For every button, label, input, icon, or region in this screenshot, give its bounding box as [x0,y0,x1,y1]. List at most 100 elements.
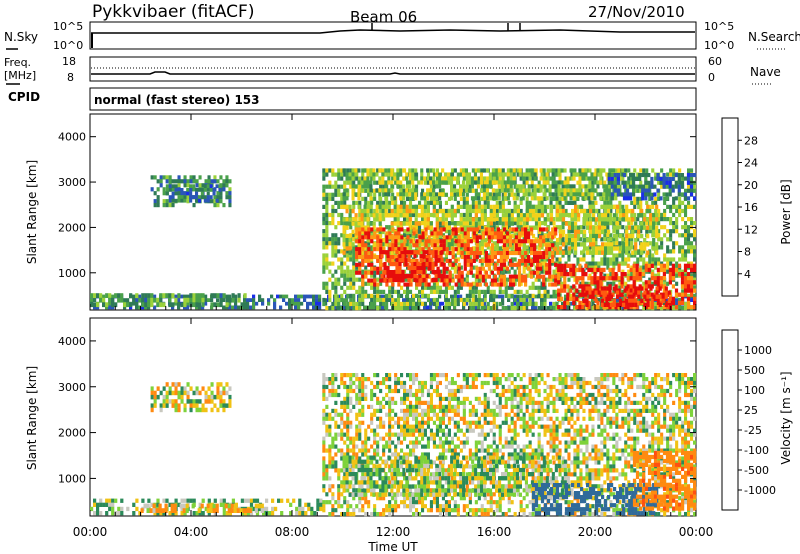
data-cell [678,180,682,185]
data-cell [132,301,136,306]
data-cell [659,267,663,273]
data-cell [543,184,547,189]
data-cell [663,212,667,218]
data-cell [516,225,520,230]
data-cell [367,227,371,232]
data-cell [645,221,649,226]
data-cell [405,213,409,218]
data-cell [385,231,389,236]
data-cell [635,272,639,277]
data-cell [352,249,356,254]
data-cell [406,285,410,290]
data-cell [662,267,666,273]
data-cell [573,200,577,205]
data-cell [453,289,457,294]
data-cell [545,251,549,256]
data-cell [343,253,347,258]
data-cell [642,168,646,173]
data-cell [379,243,383,248]
data-cell [514,262,519,267]
data-cell [675,261,679,266]
data-cell [367,262,371,267]
data-cell [551,274,555,279]
data-cell [471,306,475,311]
data-cell [412,204,416,209]
data-cell [373,180,377,185]
data-cell [408,305,412,310]
data-cell [306,305,310,310]
data-cell [294,294,298,299]
data-cell [693,237,697,242]
data-cell [469,266,473,271]
data-cell [531,213,536,218]
data-cell [438,217,442,222]
data-cell [633,217,637,222]
data-cell [285,301,289,306]
data-cell [407,254,411,259]
data-cell [534,168,538,173]
data-cell [379,208,383,214]
data-cell [549,168,553,173]
data-cell [680,284,685,289]
data-cell [352,301,356,307]
data-cell [631,229,635,235]
data-cell [183,198,187,203]
data-cell [591,257,595,262]
data-cell [328,261,332,266]
data-cell [297,298,301,302]
data-cell [325,233,329,238]
data-cell [358,285,362,290]
data-cell [657,217,661,222]
data-cell [561,204,565,209]
data-cell [418,282,422,287]
data-cell [328,289,332,294]
data-cell [552,301,556,307]
data-cell [462,188,466,193]
data-cell [364,212,368,218]
data-cell [432,301,436,307]
data-cell [370,278,374,283]
data-cell [510,217,514,222]
data-cell [156,297,160,303]
data-cell [444,200,448,205]
data-cell [386,273,390,279]
data-cell [471,265,475,270]
data-cell [573,168,577,173]
data-cell [561,253,565,258]
data-cell [129,302,133,308]
data-cell [141,297,145,303]
data-cell [693,293,697,298]
data-cell [288,301,292,306]
data-cell [671,272,675,277]
data-cell [361,282,365,287]
data-cell [102,297,106,303]
data-cell [454,282,458,287]
data-cell [432,289,436,294]
data-cell [537,289,541,294]
data-cell [462,204,466,209]
data-cell [577,213,581,218]
data-cell [435,176,439,181]
data-cell [201,293,205,298]
data-cell [663,257,667,262]
data-cell [447,229,451,234]
data-cell [586,250,590,255]
data-cell [300,294,304,299]
data-cell [406,217,410,222]
data-cell [655,246,659,251]
data-cell [534,213,539,218]
data-cell [625,229,629,235]
data-cell [525,208,530,214]
data-cell [432,208,436,214]
data-cell [369,204,373,210]
data-cell [406,227,410,232]
data-cell [367,235,371,240]
data-cell [487,266,491,271]
data-cell [477,289,481,294]
data-cell [495,213,499,218]
data-cell [560,284,564,289]
data-cell [453,192,457,197]
data-cell [216,179,220,184]
data-cell [561,225,565,230]
data-cell [410,266,414,271]
